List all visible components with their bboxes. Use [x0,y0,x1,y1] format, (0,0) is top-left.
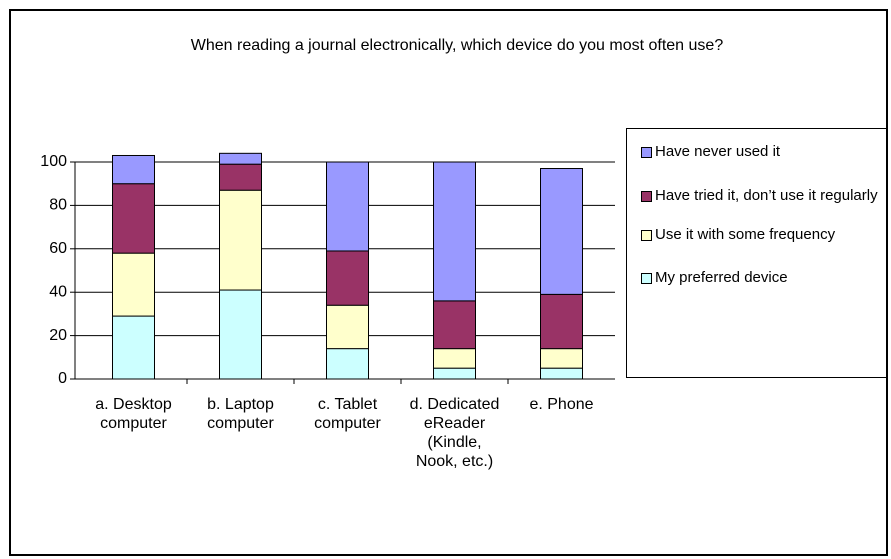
legend-item: Have tried it, don’t use it regularly [641,187,878,204]
y-tick-label: 40 [49,283,67,300]
legend-item: Use it with some frequency [641,226,878,243]
legend: Have never used it Have tried it, don’t u… [626,128,887,378]
x-tick-label: d. Dedicated eReader (Kindle, Nook, etc.… [409,396,500,470]
legend-label: Have never used it [655,143,781,160]
bar-segment [433,367,476,380]
bar-segment [219,163,262,191]
x-tick-label: e. Phone [529,396,594,413]
y-tick-label: 60 [49,240,67,257]
bar-segment [112,252,155,317]
y-tick-label: 20 [49,327,67,344]
legend-swatch [641,147,652,158]
legend-swatch [641,191,652,202]
bar-segment [219,152,262,165]
y-tick-label: 80 [49,197,67,214]
bar-segment [326,161,369,252]
bar-segment [433,300,476,350]
legend-swatch [641,230,652,241]
bar-segment [540,168,583,295]
legend-item: Have never used it [641,143,878,160]
legend-swatch [641,273,652,284]
bar-segment [219,289,262,380]
bar-segment [112,154,155,185]
x-tick-label: b. Laptop computer [207,396,274,432]
x-tick-label: a. Desktop computer [95,396,172,432]
bar-segment [433,161,476,302]
legend-label: Have tried it, don’t use it regularly [655,187,878,204]
bar-segment [326,250,369,306]
bar-segment [326,348,369,380]
y-tick-label: 100 [40,153,67,170]
bar-segment [219,189,262,291]
bar-segment [540,293,583,350]
x-tick-label: c. Tablet computer [314,396,381,432]
legend-label: My preferred device [655,269,788,286]
bar-segment [112,315,155,380]
bar-segment [433,348,476,369]
chart-title: When reading a journal electronically, w… [191,37,724,54]
bar-segment [326,304,369,350]
legend-label: Use it with some frequency [655,226,836,243]
bar-segment [112,183,155,254]
bar-segment [540,348,583,369]
y-tick-label: 0 [58,370,67,387]
bar-segment [540,367,583,380]
legend-item: My preferred device [641,269,878,286]
